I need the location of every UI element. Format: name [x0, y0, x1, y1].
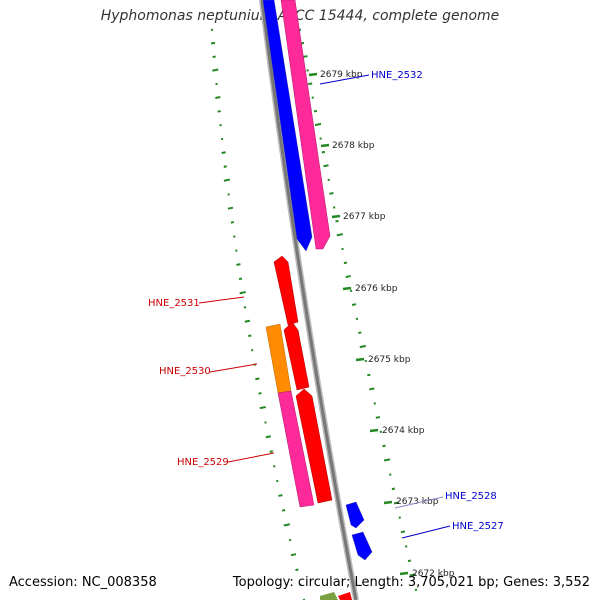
gc-dot: [230, 221, 235, 224]
tick-mark: [355, 357, 365, 362]
gc-dot: [307, 82, 313, 86]
gc-dot: [278, 494, 283, 497]
gc-skew-left-track: [210, 28, 306, 600]
feature-HNE_2531[interactable]: [273, 255, 299, 326]
gc-dot: [382, 444, 386, 448]
feature-bottom-red: [338, 592, 352, 600]
gc-dot: [409, 573, 416, 577]
gc-dot: [248, 334, 252, 338]
tick-mark: [399, 571, 409, 576]
gc-dot: [375, 416, 381, 419]
gc-dot: [212, 55, 216, 59]
gene-label-HNE_2532[interactable]: HNE_2532: [371, 70, 423, 81]
gc-dot: [239, 291, 246, 295]
gc-dot: [313, 109, 318, 113]
feature-HNE_2529-pink[interactable]: [277, 390, 315, 508]
gc-dot: [351, 303, 357, 306]
gc-dot: [265, 435, 272, 439]
gc-dot: [369, 387, 375, 391]
tick-label: 2676 kbp: [355, 284, 398, 294]
gene-label-HNE_2529[interactable]: HNE_2529: [177, 457, 229, 468]
feature-HNE_2530-red[interactable]: [283, 321, 310, 391]
gc-dot: [238, 277, 243, 281]
gc-dot: [343, 261, 348, 265]
tick-mark: [342, 286, 352, 291]
feature-HNE_2528[interactable]: [345, 501, 365, 529]
gc-dot: [210, 41, 216, 45]
tick-label: 2672 kbp: [412, 569, 455, 579]
tick-label: 2679 kbp: [320, 70, 363, 80]
tick-label: 2674 kbp: [382, 426, 425, 436]
feature-bottom-green: [320, 592, 338, 600]
gene-label-HNE_2530[interactable]: HNE_2530: [159, 366, 211, 377]
gc-dot: [329, 192, 334, 195]
topology-text: Topology: circular; Length: 3,705,021 bp…: [232, 575, 590, 590]
gc-dot: [359, 344, 366, 349]
gc-dot: [345, 275, 351, 279]
leader-line: [401, 525, 451, 539]
feature-HNE_2529[interactable]: [295, 388, 333, 504]
gc-dot: [358, 331, 362, 335]
tick-mark: [369, 428, 379, 433]
gc-dot: [227, 206, 234, 210]
gc-dot: [223, 178, 231, 182]
accession-text: Accession: NC_008358: [9, 575, 157, 590]
gc-dot: [281, 509, 286, 512]
leader-line: [198, 296, 245, 304]
gc-dot: [259, 405, 266, 410]
gc-dot: [367, 373, 371, 377]
gc-dot: [391, 487, 396, 491]
scale-ticks: 2679 kbp 2678 kbp 2677 kbp 2676 kbp 2675…: [308, 70, 455, 579]
gc-dot: [244, 319, 251, 323]
gc-dot: [258, 392, 262, 395]
gc-dot: [269, 450, 273, 453]
gc-dot: [321, 150, 326, 154]
gc-dot: [323, 164, 329, 168]
tick-label: 2678 kbp: [332, 141, 375, 151]
gene-label-HNE_2528[interactable]: HNE_2528: [445, 491, 497, 502]
gene-label-HNE_2527[interactable]: HNE_2527: [452, 521, 504, 532]
feature-HNE_2532[interactable]: [280, 0, 331, 250]
gc-dot: [407, 559, 412, 563]
tick-label: 2677 kbp: [343, 212, 386, 222]
genome-backbone: [260, 0, 358, 600]
tick-mark: [308, 72, 318, 77]
tick-mark: [383, 500, 393, 505]
gc-dot: [215, 95, 221, 99]
gene-label-HNE_2531[interactable]: HNE_2531: [148, 298, 200, 309]
leader-line: [319, 74, 370, 85]
feature-HNE_2532-blue-strip[interactable]: [262, 0, 313, 252]
map-title: Hyphomonas neptunium ATCC 15444, complet…: [100, 8, 500, 24]
gc-dot: [255, 377, 260, 381]
gc-dot: [400, 530, 406, 534]
tick-mark: [320, 143, 330, 148]
tick-label: 2673 kbp: [396, 497, 439, 507]
gc-dot: [393, 501, 400, 505]
gc-dot: [336, 233, 343, 237]
tick-label: 2675 kbp: [368, 355, 411, 365]
gc-dot: [223, 165, 227, 168]
gc-dot: [314, 122, 322, 127]
gc-dot: [290, 553, 297, 557]
gc-dot: [335, 219, 339, 223]
gc-dot: [295, 568, 299, 572]
tick-mark: [331, 214, 341, 219]
leader-line: [209, 363, 258, 373]
gene-labels: HNE_2532 HNE_2531 HNE_2530 HNE_2529 HNE_…: [148, 70, 504, 539]
leader-line: [394, 496, 444, 509]
gc-dot: [217, 110, 221, 113]
gc-dot: [383, 458, 391, 462]
gc-dot: [221, 151, 226, 154]
leader-line: [227, 452, 275, 463]
feature-HNE_2527[interactable]: [351, 531, 373, 561]
gc-dot: [212, 68, 219, 72]
gc-dot: [236, 263, 241, 266]
gc-dot: [283, 523, 291, 527]
